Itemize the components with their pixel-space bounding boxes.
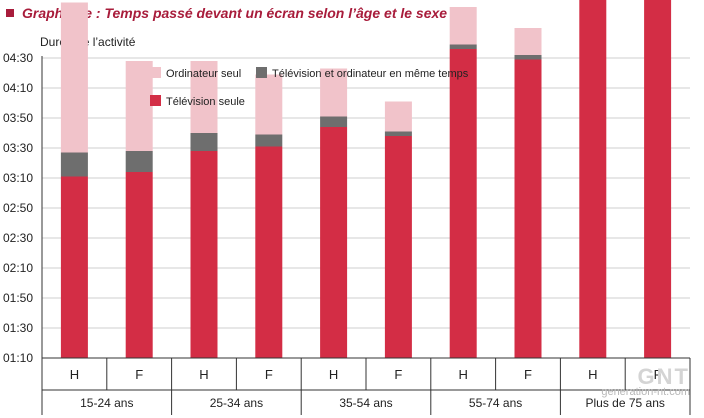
bar-segment [514, 59, 542, 358]
bar-segment [644, 0, 672, 358]
bar-segment [60, 152, 88, 177]
y-tick-label: 01:30 [3, 321, 33, 335]
chart-title-row: Graphique : Temps passé devant un écran … [6, 4, 447, 22]
bar-segment [255, 146, 283, 358]
watermark-logo: GNT [637, 364, 690, 389]
x-group-label: 25-34 ans [210, 396, 263, 410]
bar-segment [514, 55, 542, 60]
legend-label: Télévision et ordinateur en même temps [272, 68, 469, 80]
x-tick-label: H [329, 367, 338, 382]
legend-swatch [150, 95, 161, 106]
legend-label: Ordinateur seul [166, 68, 241, 80]
bar-segment [255, 74, 283, 135]
x-tick-label: F [135, 367, 143, 382]
bar-segment [449, 44, 477, 49]
legend-swatch [256, 67, 267, 78]
legend-label: Télévision seule [166, 96, 245, 108]
y-tick-label: 02:10 [3, 261, 33, 275]
bar-segment [60, 176, 88, 358]
x-group-label: 55-74 ans [469, 396, 522, 410]
watermark-site: generation-nt.com [601, 386, 690, 398]
chart-title: Graphique : Temps passé devant un écran … [22, 5, 448, 21]
bar-segment [449, 7, 477, 45]
bar-segment [320, 68, 348, 117]
bar-segment [125, 61, 153, 151]
bar-segment [384, 131, 412, 136]
y-tick-label: 02:30 [3, 231, 33, 245]
x-tick-label: F [524, 367, 532, 382]
watermark: GNT generation-nt.com [601, 364, 690, 398]
x-group-label: 15-24 ans [80, 396, 133, 410]
bar-segment [255, 134, 283, 147]
x-tick-label: F [654, 367, 662, 382]
y-tick-label: 03:50 [3, 111, 33, 125]
bar-segment [320, 127, 348, 358]
x-tick-label: H [459, 367, 468, 382]
x-tick-label: H [199, 367, 208, 382]
title-bullet-icon [6, 9, 14, 17]
x-tick-label: F [394, 367, 402, 382]
bar-segment [60, 2, 88, 153]
y-tick-label: 03:30 [3, 141, 33, 155]
y-tick-label: 01:50 [3, 291, 33, 305]
x-tick-label: F [265, 367, 273, 382]
y-tick-label: 01:10 [3, 351, 33, 365]
bar-segment [384, 136, 412, 358]
bar-segment [190, 133, 218, 151]
bar-segment [384, 101, 412, 132]
bar-segment [125, 151, 153, 172]
y-tick-label: 04:30 [3, 51, 33, 65]
bar-segment [190, 151, 218, 358]
bar-segment [579, 0, 607, 358]
y-tick-label: 02:50 [3, 201, 33, 215]
bar-segment [320, 116, 348, 127]
x-tick-label: H [70, 367, 79, 382]
y-tick-label: 04:10 [3, 81, 33, 95]
bar-segment [449, 49, 477, 358]
x-tick-label: H [588, 367, 597, 382]
legend-swatch [150, 67, 161, 78]
bar-segment [514, 28, 542, 55]
x-group-label: Plus de 75 ans [586, 396, 665, 410]
bar-segment [190, 61, 218, 133]
bar-segment [125, 172, 153, 358]
x-group-label: 35-54 ans [339, 396, 392, 410]
y-tick-label: 03:10 [3, 171, 33, 185]
